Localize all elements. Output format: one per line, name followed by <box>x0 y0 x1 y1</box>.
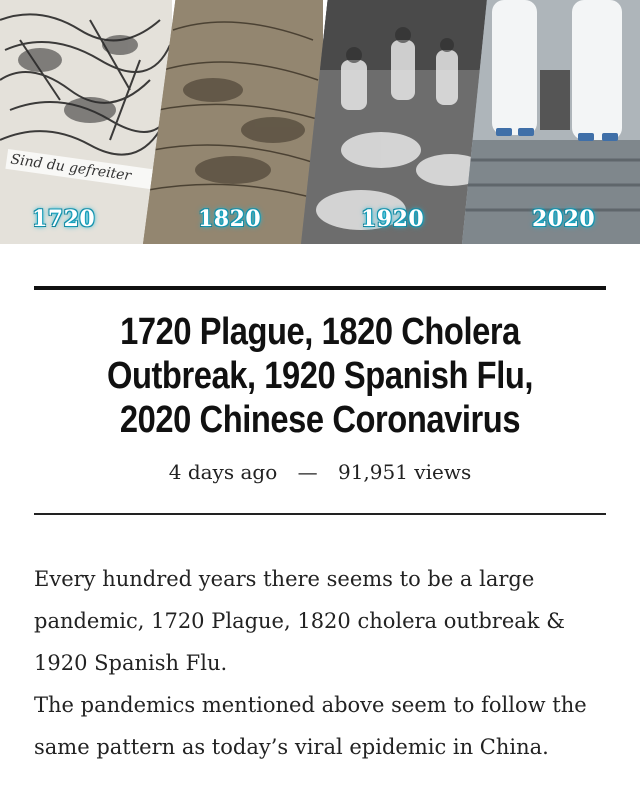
body-paragraph: The pandemics mentioned above seem to fo… <box>34 693 587 759</box>
article-meta: 4 days ago — 91,951 views <box>34 460 606 484</box>
post-date: 4 days ago <box>168 460 278 484</box>
meta-divider-bottom <box>34 513 606 515</box>
banner-panel-1720: Sind du gefreiter 1720 <box>0 0 172 244</box>
year-label-1920: 1920 <box>361 206 425 232</box>
article-title: 1720 Plague, 1820 Cholera Outbreak, 1920… <box>106 311 534 441</box>
view-count: 91,951 views <box>337 460 472 484</box>
header-banner: Sind du gefreiter 1720 1820 <box>0 0 640 244</box>
year-label-1720: 1720 <box>32 206 96 232</box>
body-paragraph: Every hundred years there seems to be a … <box>34 567 565 675</box>
hazmat-photo-image <box>462 0 640 244</box>
banner-panel-1920: 1920 <box>301 0 491 244</box>
meta-separator: — <box>297 460 318 484</box>
ward-photo-image <box>301 0 491 244</box>
engraving-image <box>0 0 172 244</box>
year-label-2020: 2020 <box>532 206 596 232</box>
article-body: Every hundred years there seems to be a … <box>34 558 614 768</box>
banner-panel-2020: 2020 <box>462 0 640 244</box>
banner-panel-1820: 1820 <box>143 0 323 244</box>
year-label-1820: 1820 <box>198 206 262 232</box>
engraving-image <box>143 0 323 244</box>
title-divider-top <box>34 286 606 290</box>
